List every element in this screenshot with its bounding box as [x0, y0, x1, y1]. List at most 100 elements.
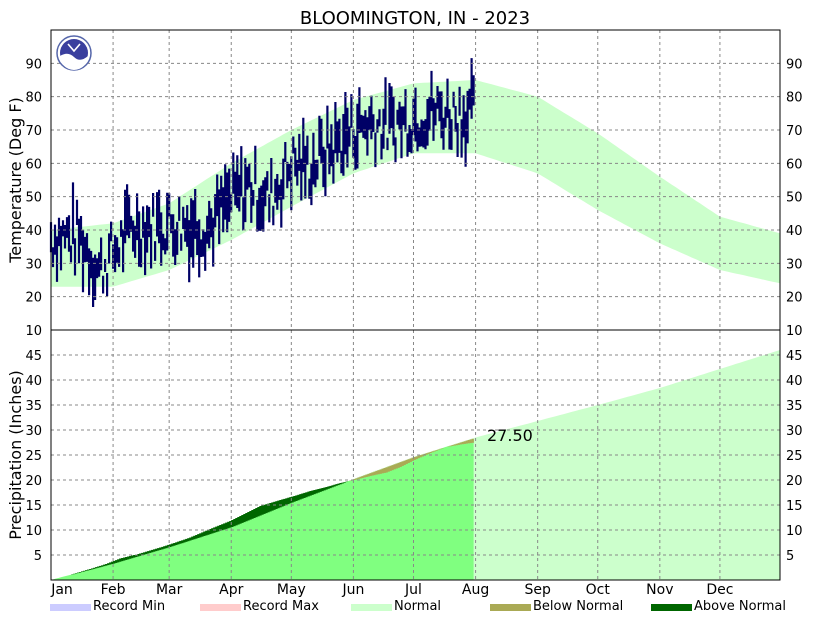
below-normal-segment — [431, 451, 434, 453]
above-normal-segment — [317, 489, 320, 493]
below-normal-segment — [363, 475, 366, 478]
above-normal-segment — [313, 490, 316, 495]
legend-swatch — [351, 604, 392, 611]
above-normal-segment — [85, 570, 88, 571]
above-normal-segment — [149, 550, 152, 553]
above-normal-segment — [235, 518, 238, 526]
above-normal-segment — [79, 572, 82, 573]
above-normal-segment — [109, 562, 112, 565]
month-label: Apr — [219, 582, 243, 598]
above-normal-segment — [151, 549, 154, 553]
above-normal-segment — [195, 535, 198, 539]
below-normal-segment — [397, 462, 400, 468]
month-label: Jun — [341, 582, 364, 598]
below-normal-segment — [429, 452, 432, 454]
month-label: Jul — [404, 582, 422, 598]
legend-swatch — [50, 604, 91, 611]
above-normal-segment — [323, 487, 326, 491]
below-normal-segment — [401, 461, 404, 466]
precipitation-tick-right: 20 — [786, 474, 803, 489]
above-normal-segment — [267, 503, 270, 513]
below-normal-segment — [379, 469, 382, 474]
above-normal-segment — [95, 567, 98, 569]
observed-precipitation-area — [51, 442, 474, 580]
legend-label: Record Min — [93, 599, 165, 614]
precipitation-tick-right: 15 — [786, 499, 803, 514]
below-normal-segment — [387, 466, 390, 472]
below-normal-segment — [471, 438, 474, 443]
month-label: Aug — [462, 582, 489, 598]
above-normal-segment — [227, 521, 230, 529]
above-normal-segment — [129, 556, 132, 559]
below-normal-segment — [359, 476, 362, 479]
below-normal-segment — [415, 456, 418, 460]
chart-frame — [50, 29, 781, 581]
below-normal-segment — [435, 450, 438, 451]
legend-label: Record Max — [243, 599, 319, 614]
above-normal-segment — [249, 511, 252, 520]
month-label: Oct — [586, 582, 611, 598]
temperature-tick-right: 80 — [786, 91, 803, 106]
below-normal-segment — [393, 464, 396, 470]
above-normal-segment — [299, 494, 302, 500]
below-normal-segment — [419, 455, 422, 458]
above-normal-segment — [251, 510, 254, 519]
below-normal-segment — [403, 460, 406, 466]
temperature-tick-left: 60 — [25, 157, 42, 172]
above-normal-segment — [121, 558, 124, 562]
above-normal-segment — [301, 493, 304, 499]
temperature-tick-left: 40 — [25, 224, 42, 239]
above-normal-segment — [243, 514, 246, 523]
below-normal-segment — [353, 479, 356, 480]
above-normal-segment — [187, 538, 190, 542]
temperature-tick-left: 10 — [25, 324, 42, 339]
above-normal-segment — [257, 507, 260, 517]
above-normal-segment — [163, 546, 166, 549]
above-normal-segment — [311, 490, 314, 495]
above-normal-segment — [321, 488, 324, 492]
precipitation-tick-left: 15 — [25, 499, 42, 514]
above-normal-segment — [97, 566, 100, 568]
below-normal-segment — [391, 465, 394, 471]
temperature-normal-band — [51, 80, 780, 287]
below-normal-segment — [469, 439, 472, 444]
above-normal-segment — [153, 549, 156, 552]
above-normal-segment — [285, 498, 288, 505]
above-normal-segment — [101, 565, 104, 567]
precipitation-tick-left: 45 — [25, 349, 42, 364]
below-normal-segment — [437, 449, 440, 451]
plot-frame — [50, 29, 781, 581]
above-normal-segment — [237, 517, 240, 525]
temperature-panel — [49, 58, 780, 307]
below-normal-segment — [455, 443, 458, 446]
below-normal-segment — [383, 468, 386, 473]
above-normal-segment — [231, 520, 234, 527]
above-normal-segment — [183, 539, 186, 543]
above-normal-segment — [111, 561, 114, 564]
above-normal-segment — [199, 533, 202, 538]
below-normal-segment — [377, 470, 380, 475]
precipitation-tick-left: 40 — [25, 374, 42, 389]
above-normal-segment — [201, 532, 204, 537]
above-normal-segment — [133, 555, 136, 558]
above-normal-segment — [165, 545, 168, 549]
above-normal-segment — [139, 553, 142, 556]
above-normal-segment — [191, 536, 194, 540]
month-label: May — [277, 582, 306, 598]
above-normal-segment — [339, 483, 342, 485]
above-normal-segment — [179, 540, 182, 544]
precipitation-tick-left: 5 — [34, 549, 42, 564]
above-normal-segment — [167, 544, 170, 548]
below-normal-segment — [425, 453, 428, 455]
below-normal-segment — [381, 468, 384, 474]
above-normal-segment — [145, 551, 148, 555]
above-normal-segment — [329, 485, 332, 489]
below-normal-segment — [465, 440, 468, 444]
above-normal-segment — [319, 488, 322, 492]
above-normal-segment — [309, 491, 312, 496]
below-normal-segment — [399, 462, 402, 467]
temperature-tick-right: 40 — [786, 224, 803, 239]
temperature-tick-left: 30 — [25, 257, 42, 272]
legend-label: Below Normal — [533, 599, 623, 614]
below-normal-segment — [409, 458, 412, 463]
